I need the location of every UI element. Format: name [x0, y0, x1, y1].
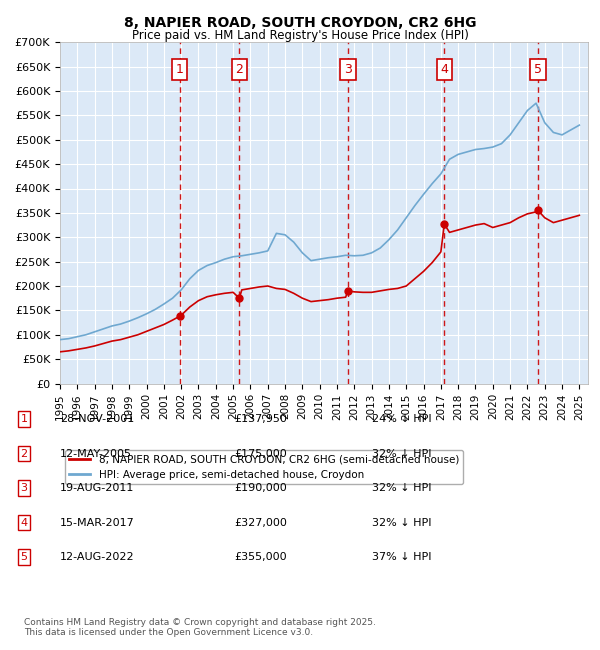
Text: 4: 4 — [20, 517, 28, 528]
Text: 12-AUG-2022: 12-AUG-2022 — [60, 552, 134, 562]
Text: £327,000: £327,000 — [234, 517, 287, 528]
Text: £355,000: £355,000 — [234, 552, 287, 562]
Text: £175,000: £175,000 — [234, 448, 287, 459]
Text: 4: 4 — [440, 63, 448, 76]
Text: 19-AUG-2011: 19-AUG-2011 — [60, 483, 134, 493]
Text: 2: 2 — [235, 63, 243, 76]
Text: 32% ↓ HPI: 32% ↓ HPI — [372, 448, 431, 459]
Text: Price paid vs. HM Land Registry's House Price Index (HPI): Price paid vs. HM Land Registry's House … — [131, 29, 469, 42]
Text: 24% ↓ HPI: 24% ↓ HPI — [372, 414, 431, 424]
Text: 37% ↓ HPI: 37% ↓ HPI — [372, 552, 431, 562]
Legend: 8, NAPIER ROAD, SOUTH CROYDON, CR2 6HG (semi-detached house), HPI: Average price: 8, NAPIER ROAD, SOUTH CROYDON, CR2 6HG (… — [65, 450, 463, 484]
Text: 32% ↓ HPI: 32% ↓ HPI — [372, 483, 431, 493]
Text: 8, NAPIER ROAD, SOUTH CROYDON, CR2 6HG: 8, NAPIER ROAD, SOUTH CROYDON, CR2 6HG — [124, 16, 476, 31]
Text: 32% ↓ HPI: 32% ↓ HPI — [372, 517, 431, 528]
Text: 1: 1 — [20, 414, 28, 424]
Text: 3: 3 — [344, 63, 352, 76]
Text: 12-MAY-2005: 12-MAY-2005 — [60, 448, 132, 459]
Text: Contains HM Land Registry data © Crown copyright and database right 2025.
This d: Contains HM Land Registry data © Crown c… — [24, 618, 376, 637]
Text: 15-MAR-2017: 15-MAR-2017 — [60, 517, 135, 528]
Text: 3: 3 — [20, 483, 28, 493]
Text: £190,000: £190,000 — [234, 483, 287, 493]
Text: 5: 5 — [20, 552, 28, 562]
Text: £137,950: £137,950 — [234, 414, 287, 424]
Text: 2: 2 — [20, 448, 28, 459]
Text: 5: 5 — [534, 63, 542, 76]
Text: 1: 1 — [176, 63, 184, 76]
Text: 28-NOV-2001: 28-NOV-2001 — [60, 414, 134, 424]
